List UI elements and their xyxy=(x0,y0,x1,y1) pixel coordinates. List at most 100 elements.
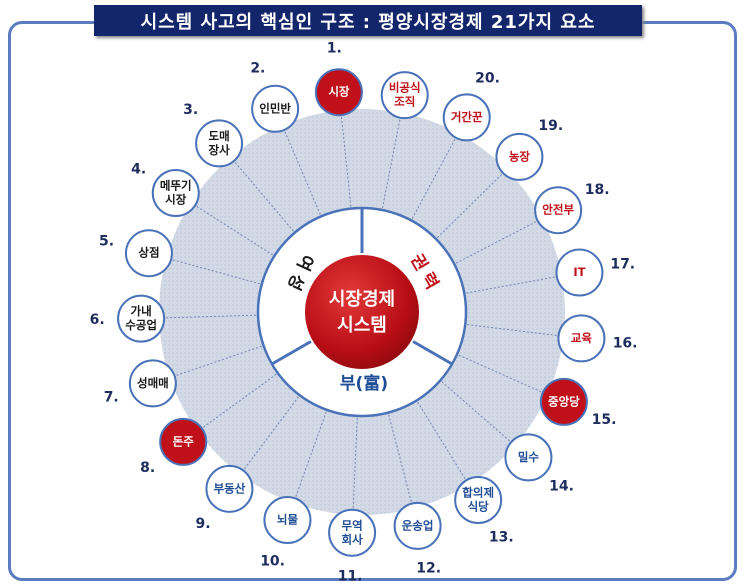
spoke-line xyxy=(458,354,544,393)
element-number: 2. xyxy=(250,60,265,76)
element-node: 성매매 xyxy=(128,359,177,408)
element-node: 뇌물 xyxy=(263,496,312,545)
element-label: 밀수 xyxy=(518,450,540,464)
diagram-title: 시스템 사고의 핵심인 구조 : 평양시장경제 21가지 요소 xyxy=(94,5,642,36)
element-label: 부동산 xyxy=(214,481,246,495)
element-label: 운송업 xyxy=(402,518,434,532)
element-node-circle xyxy=(380,71,429,120)
element-node-circle xyxy=(557,314,606,363)
element-number: 7. xyxy=(104,390,119,406)
spoke-line xyxy=(466,276,557,294)
element-node-circle xyxy=(205,464,254,513)
element-number: 11. xyxy=(338,569,363,585)
element-node-circle xyxy=(251,84,300,133)
element-number: 4. xyxy=(131,161,146,177)
element-number: 3. xyxy=(183,102,198,118)
element-node-circle xyxy=(393,501,442,550)
element-number: 10. xyxy=(260,553,285,569)
spoke-line xyxy=(417,401,467,481)
spoke-line xyxy=(441,381,512,443)
center-label-line1: 시장경제 xyxy=(329,289,395,310)
element-label: 시장 xyxy=(165,193,187,207)
spoke-line xyxy=(437,172,504,238)
sector-divider xyxy=(411,339,453,366)
element-node-circle xyxy=(442,93,491,142)
element-node-circle xyxy=(117,294,166,343)
element-node-circle xyxy=(555,248,604,297)
element-label: 성매매 xyxy=(137,376,169,390)
element-node-circle xyxy=(534,186,583,235)
spoke-line xyxy=(381,117,401,209)
element-label: 수공업 xyxy=(125,318,157,332)
element-number: 18. xyxy=(585,182,610,198)
element-node-circle xyxy=(159,417,208,466)
element-number: 19. xyxy=(538,118,563,134)
element-node-circle xyxy=(263,496,312,545)
center-circle xyxy=(303,253,421,371)
element-label: 장사 xyxy=(209,143,231,157)
element-number: 1. xyxy=(327,40,342,56)
element-label: 도매 xyxy=(209,129,230,143)
element-node: 중앙당 xyxy=(539,377,588,426)
element-number: 17. xyxy=(610,257,635,273)
element-label: 시장 xyxy=(328,85,350,99)
element-number: 14. xyxy=(549,478,574,494)
element-node: 상점 xyxy=(124,229,173,278)
element-node: 교육 xyxy=(557,314,606,363)
element-label: 회사 xyxy=(341,532,363,546)
spoke-line xyxy=(171,258,260,285)
element-number: 15. xyxy=(592,412,617,428)
element-number: 13. xyxy=(489,529,514,545)
element-node-circle xyxy=(314,68,363,117)
spoke-line xyxy=(283,129,321,215)
element-label: 중앙당 xyxy=(548,394,580,408)
spoke-line xyxy=(340,115,352,207)
element-label: 돈주 xyxy=(173,434,195,448)
element-number: 8. xyxy=(140,460,155,476)
element-node-circle xyxy=(128,359,177,408)
element-node: 운송업 xyxy=(393,501,442,550)
element-node-circle xyxy=(328,508,377,557)
element-label: 농장 xyxy=(509,149,531,163)
element-node: 시장 xyxy=(314,68,363,117)
spoke-line xyxy=(201,373,277,429)
element-label: 무역 xyxy=(341,518,362,532)
spoke-line xyxy=(455,220,538,264)
sector-label: 부(富) xyxy=(340,373,388,394)
element-number: 16. xyxy=(613,336,638,352)
spoke-line xyxy=(388,414,413,504)
element-label: 안전부 xyxy=(542,203,574,217)
element-label: IT xyxy=(573,265,585,279)
spoke-line xyxy=(294,411,327,499)
element-label: 뇌물 xyxy=(277,513,299,527)
element-node-circle xyxy=(124,229,173,278)
element-node: IT xyxy=(555,248,604,297)
element-node: 돈주 xyxy=(159,417,208,466)
element-node-circle xyxy=(539,377,588,426)
element-node-circle xyxy=(495,132,544,181)
spoke-line xyxy=(467,324,559,337)
element-node: 부동산 xyxy=(205,464,254,513)
element-number: 6. xyxy=(90,312,105,328)
element-number: 9. xyxy=(196,516,211,532)
element-label: 거간꾼 xyxy=(451,110,483,124)
element-node: 거간꾼 xyxy=(442,93,491,142)
spoke-line xyxy=(411,137,457,219)
element-label: 가내 xyxy=(131,304,152,318)
element-label: 메뚜기 xyxy=(160,179,192,193)
element-node: 밀수 xyxy=(504,433,553,482)
element-number: 12. xyxy=(416,560,441,576)
element-label: 식당 xyxy=(468,500,490,514)
spoke-line xyxy=(233,160,294,232)
element-label: 조직 xyxy=(394,95,415,109)
element-node: 인민반 xyxy=(251,84,300,133)
spoke-line xyxy=(164,314,257,319)
element-node-circle xyxy=(151,169,200,218)
spoke-line xyxy=(194,204,273,256)
element-label: 인민반 xyxy=(259,101,291,115)
